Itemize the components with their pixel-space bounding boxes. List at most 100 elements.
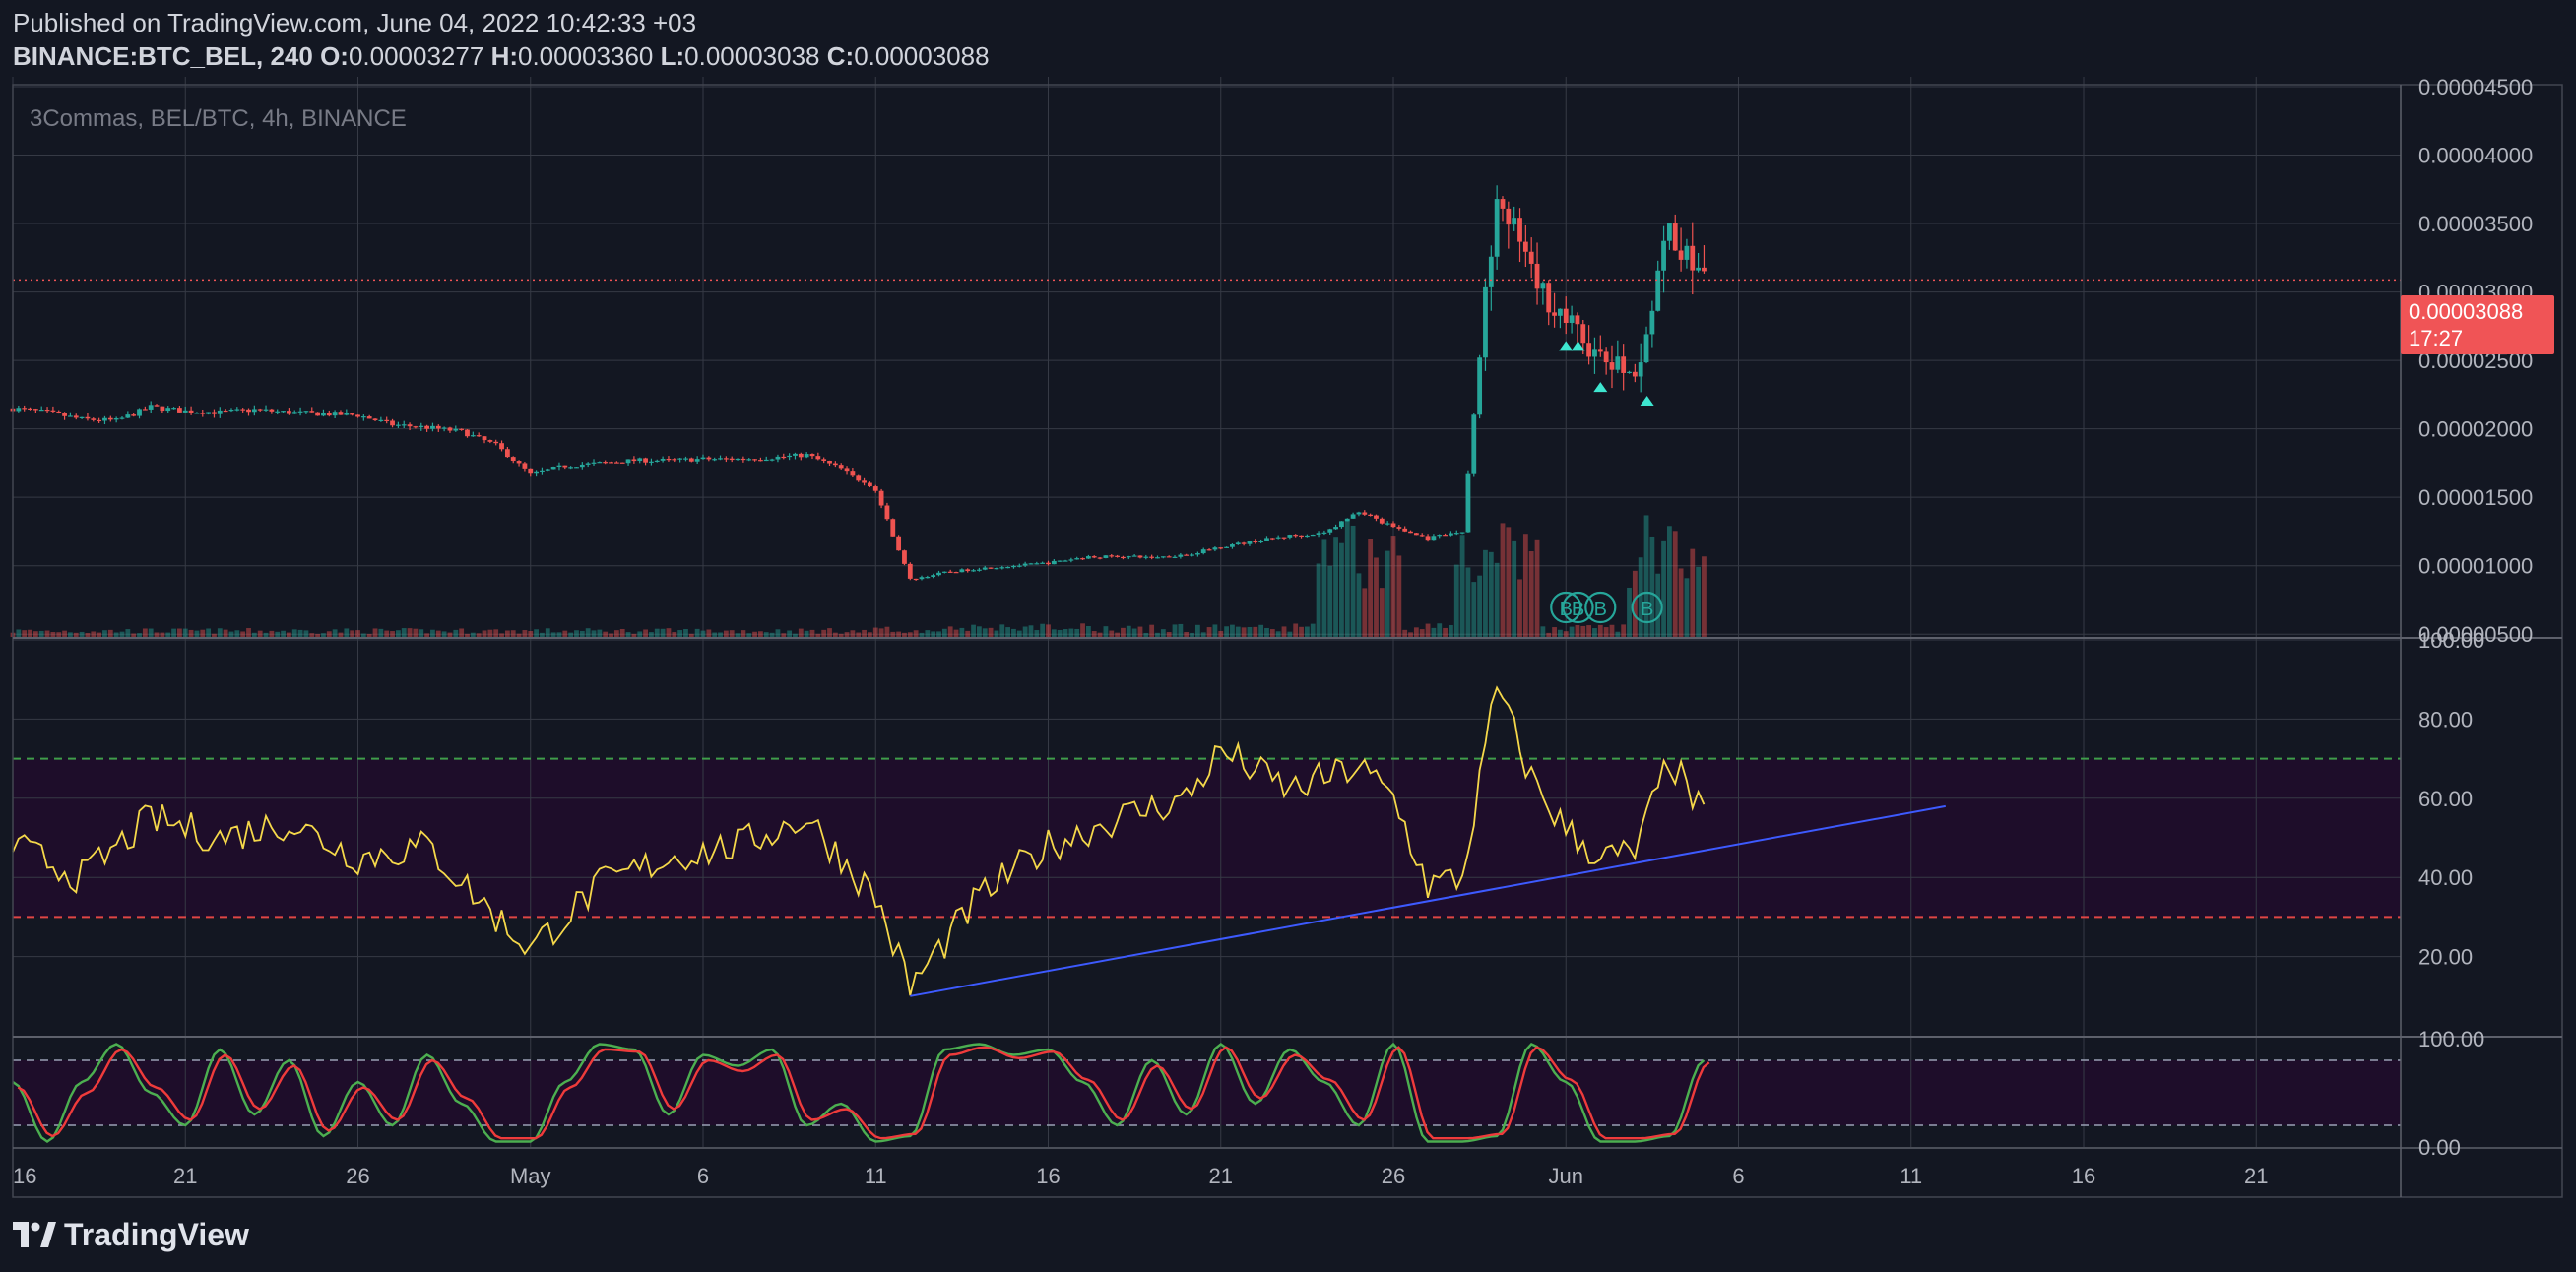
volume-bar (1512, 540, 1517, 637)
candle-body (591, 462, 597, 464)
ohlc-info: BINANCE:BTC_BEL, 240 O:0.00003277 H:0.00… (13, 41, 990, 72)
candle-body (994, 568, 999, 570)
candle-body (752, 459, 757, 461)
volume-bar (1672, 531, 1678, 637)
volume-bar (1253, 626, 1258, 637)
candle-body (38, 410, 44, 412)
candle-body (809, 454, 815, 457)
volume-bar (1316, 563, 1321, 637)
candle-body (1333, 527, 1338, 530)
candle-body (804, 454, 809, 458)
volume-bar (1517, 579, 1522, 637)
volume-bar (758, 631, 763, 637)
volume-bar (1115, 632, 1120, 637)
candle-body (1304, 535, 1310, 538)
volume-bar (1016, 630, 1022, 637)
volume-bar (965, 630, 971, 637)
candle-body (878, 490, 884, 506)
volume-bar (643, 629, 648, 637)
candle-body (1643, 334, 1649, 363)
volume-bar (1615, 631, 1621, 637)
volume-bar (574, 630, 579, 637)
volume-bar (1080, 623, 1085, 637)
volume-bar (781, 633, 787, 637)
volume-bar (1074, 628, 1080, 637)
volume-bar (1155, 632, 1160, 637)
volume-bar (1506, 527, 1512, 637)
buy-signal-marker[interactable] (1584, 591, 1617, 624)
volume-bar (609, 633, 613, 637)
candle-body (1121, 556, 1126, 559)
volume-bar (390, 631, 395, 637)
volume-bar (160, 632, 165, 637)
candle-body (1281, 537, 1287, 539)
candle-body (1575, 315, 1580, 325)
volume-bar (988, 627, 994, 637)
volume-bar (1449, 624, 1453, 637)
candle-body (1253, 541, 1258, 543)
tradingview-logo-icon (13, 1222, 56, 1247)
candle-body (613, 462, 619, 464)
volume-bar (902, 632, 907, 637)
candle-body (1627, 371, 1632, 374)
volume-bar (338, 632, 344, 637)
candle-body (1178, 554, 1184, 557)
candle-body (1230, 544, 1235, 547)
candle-body (706, 457, 712, 460)
volume-bar (769, 632, 775, 637)
candle-body (1419, 535, 1425, 537)
volume-bar (1057, 629, 1063, 637)
candle-body (73, 415, 79, 418)
candle-body (1131, 555, 1137, 557)
candle-body (769, 459, 775, 461)
candle-body (545, 469, 550, 471)
candle-body (579, 464, 585, 468)
volume-bar (1580, 625, 1586, 637)
volume-bar (1540, 626, 1546, 637)
candle-body (1085, 556, 1091, 559)
volume-bar (613, 630, 619, 637)
tradingview-logo[interactable]: TradingView (13, 1215, 249, 1254)
candle-body (407, 424, 413, 427)
buy-signal-marker[interactable] (1631, 591, 1663, 624)
volume-bar (1304, 626, 1310, 637)
candle-body (419, 425, 424, 428)
volume-bar (287, 632, 291, 637)
candle-body (1184, 554, 1190, 556)
candle-body (1522, 241, 1528, 252)
buy-signal-marker[interactable] (1562, 591, 1594, 624)
volume-bar (568, 632, 574, 637)
candle-body (1011, 565, 1016, 568)
candle-body (890, 519, 896, 537)
candle-body (332, 412, 338, 416)
rsi-trendline[interactable] (910, 804, 1946, 997)
volume-bar (1085, 625, 1091, 637)
volume-bar (1483, 549, 1488, 637)
price-tick-label: 0.00001000 (2418, 554, 2533, 579)
candle-body (1638, 362, 1643, 377)
candle-body (1661, 240, 1666, 271)
candle-body (1160, 556, 1166, 558)
candle-body (746, 459, 752, 461)
candle-body (487, 440, 493, 442)
volume-bar (718, 632, 723, 637)
candle-body (1449, 533, 1453, 536)
volume-bar (694, 628, 700, 637)
volume-bar (102, 630, 107, 637)
candle-body (1028, 563, 1034, 565)
volume-bar (326, 631, 332, 637)
volume-bar (562, 630, 568, 637)
candle-body (1275, 537, 1281, 539)
candle-body (827, 460, 832, 464)
volume-bar (936, 631, 941, 637)
volume-bar (50, 631, 56, 637)
volume-bar (931, 631, 936, 637)
volume-bar (925, 630, 931, 637)
volume-bar (297, 629, 303, 637)
candle-body (982, 567, 988, 570)
candle-body (297, 411, 303, 413)
volume-bar (165, 632, 171, 637)
volume-bar (113, 632, 119, 637)
buy-signal-marker[interactable] (1550, 591, 1582, 624)
